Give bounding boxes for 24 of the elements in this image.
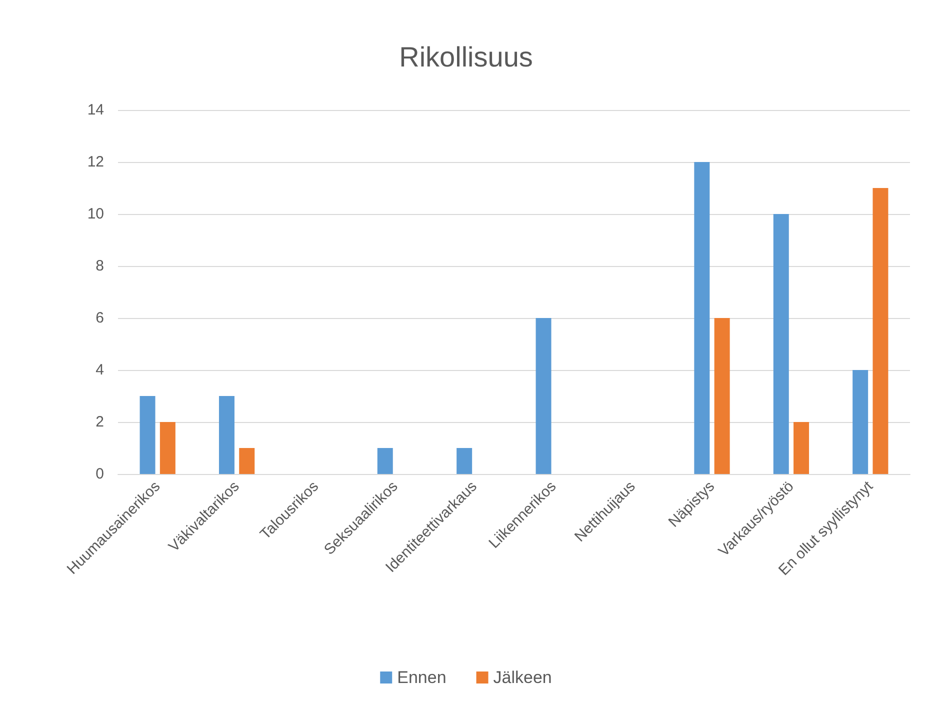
- bar: [456, 448, 472, 474]
- chart-title: Rikollisuus: [399, 42, 533, 72]
- bar: [714, 318, 730, 474]
- legend-label: Jälkeen: [493, 668, 552, 687]
- y-tick-label: 2: [96, 414, 104, 430]
- bar: [536, 318, 552, 474]
- bar: [794, 422, 810, 474]
- bar: [694, 162, 710, 474]
- bar: [140, 396, 156, 474]
- y-tick-label: 6: [96, 310, 104, 326]
- bar: [218, 396, 234, 474]
- bar: [160, 422, 176, 474]
- bar: [872, 188, 888, 474]
- bar: [377, 448, 393, 474]
- y-tick-label: 14: [87, 102, 104, 118]
- bar: [239, 448, 255, 474]
- y-tick-label: 8: [96, 258, 104, 274]
- y-tick-label: 4: [96, 362, 104, 378]
- bar: [852, 370, 868, 474]
- y-tick-label: 10: [87, 206, 104, 222]
- legend-label: Ennen: [397, 668, 446, 687]
- y-tick-label: 0: [96, 466, 104, 482]
- y-tick-label: 12: [87, 154, 104, 170]
- bar: [773, 214, 789, 474]
